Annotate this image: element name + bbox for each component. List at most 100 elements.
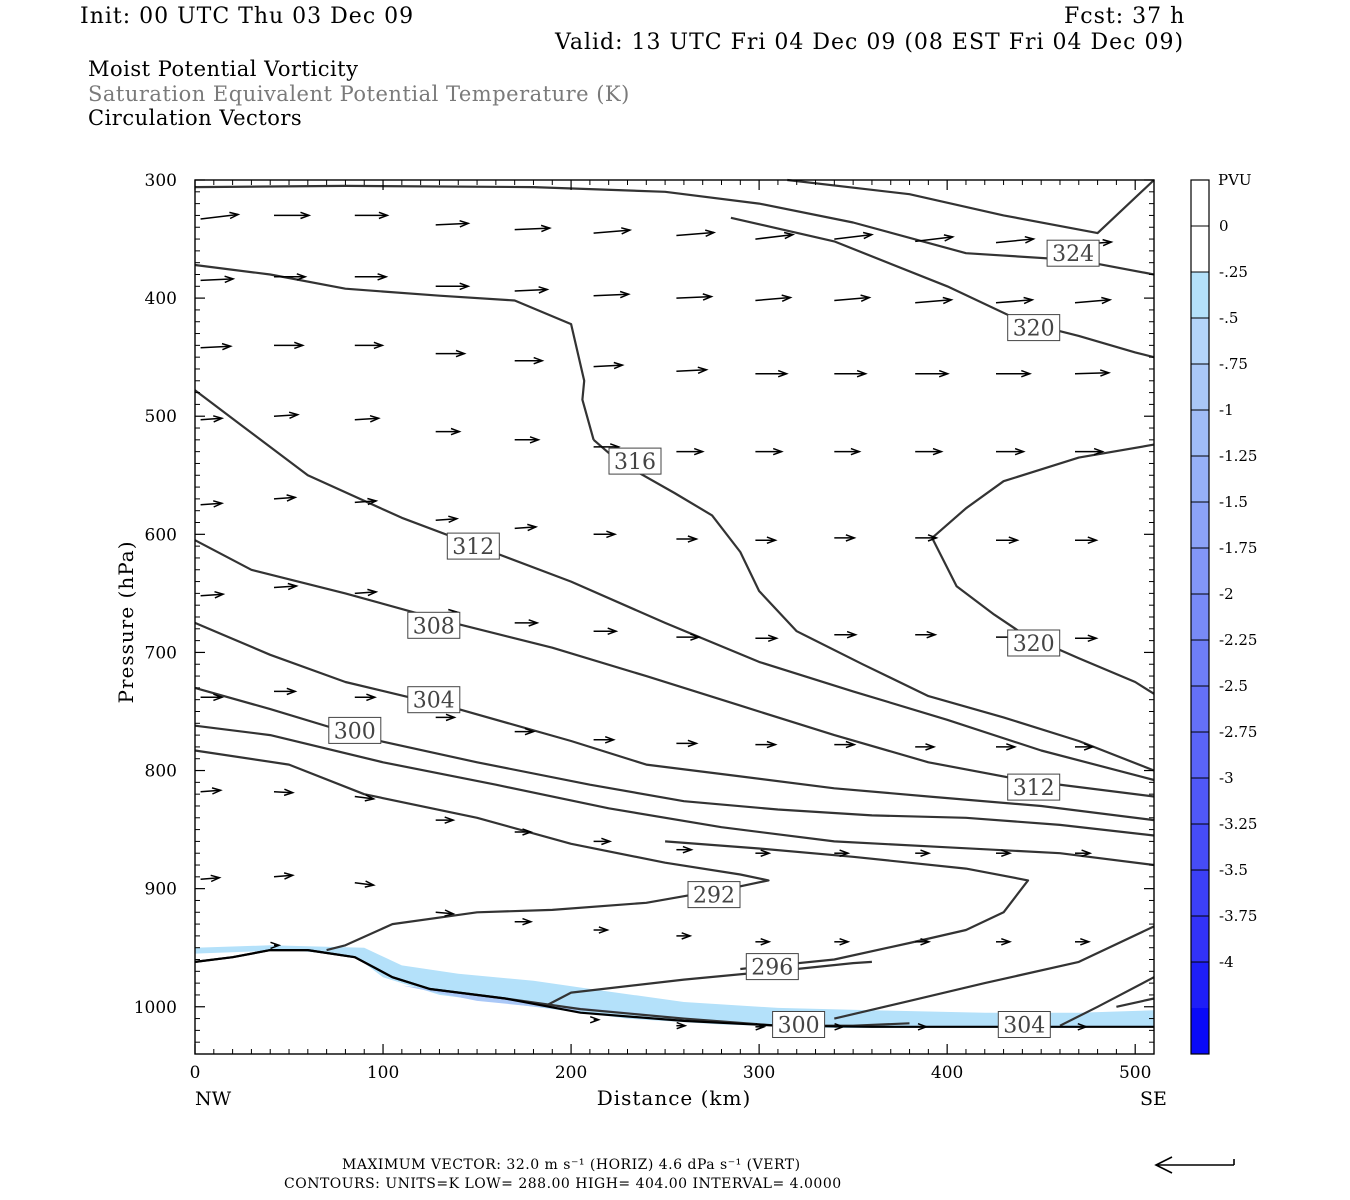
circulation-vector bbox=[755, 447, 784, 456]
contour-label: 312 bbox=[446, 532, 500, 560]
vector-head bbox=[1087, 536, 1099, 545]
vector-head bbox=[760, 849, 772, 858]
circulation-vector bbox=[435, 349, 467, 358]
vector-head bbox=[621, 227, 633, 235]
circulation-vector bbox=[435, 713, 457, 722]
circulation-vector bbox=[514, 917, 534, 926]
forecast-hour: Fcst: 37 h bbox=[1064, 4, 1186, 29]
valid-time: Valid: 13 UTC Fri 04 Dec 09 (08 EST Fri … bbox=[555, 30, 1185, 55]
right-end-label: SE bbox=[1140, 1088, 1167, 1110]
circulation-vector bbox=[514, 619, 540, 627]
circulation-vector bbox=[200, 874, 222, 883]
vector-head bbox=[283, 872, 295, 880]
vector-head bbox=[538, 286, 550, 294]
circulation-vector bbox=[915, 296, 954, 305]
vector-head bbox=[920, 937, 932, 946]
vector-head bbox=[377, 273, 389, 281]
vector-head bbox=[601, 837, 613, 846]
contour-info-note: CONTOURS: UNITS=K LOW= 288.00 HIGH= 404.… bbox=[284, 1176, 842, 1192]
contour-308-7 bbox=[194, 539, 1155, 798]
vector-head bbox=[613, 361, 625, 370]
vector-head bbox=[364, 880, 376, 888]
colorbar-label: -.25 bbox=[1219, 263, 1248, 281]
vector-head bbox=[619, 290, 631, 299]
colorbar-label: -.75 bbox=[1219, 355, 1248, 373]
vector-head bbox=[777, 369, 789, 378]
vector-head bbox=[1023, 296, 1035, 305]
circulation-vector bbox=[514, 436, 541, 444]
colorbar-swatch bbox=[1191, 962, 1209, 1009]
vector-shaft bbox=[514, 526, 536, 530]
contour-label: 308 bbox=[407, 611, 461, 639]
vector-head bbox=[522, 828, 534, 836]
colorbar-label: -2.5 bbox=[1219, 677, 1248, 695]
contour-label: 320 bbox=[1007, 314, 1061, 342]
vector-shaft bbox=[354, 417, 379, 421]
vector-head bbox=[767, 634, 779, 643]
contour-label: 320 bbox=[1007, 629, 1061, 657]
colorbar-label: -3 bbox=[1219, 769, 1234, 787]
vector-head bbox=[927, 534, 939, 542]
vector-head bbox=[856, 369, 868, 378]
contour-label-text: 320 bbox=[1013, 317, 1055, 342]
circulation-vector bbox=[1075, 849, 1093, 858]
circulation-vector bbox=[270, 941, 282, 950]
vector-head bbox=[444, 909, 456, 917]
colorbar: 0 -.25 -.5 -.75 -1 -1.25 -1.5 -1.75 -2 -2.25 -2.5 -… bbox=[1190, 179, 1257, 1055]
contour-label-box bbox=[328, 716, 382, 744]
circulation-vector bbox=[915, 369, 950, 378]
circulation-vector bbox=[435, 909, 456, 917]
vector-head bbox=[213, 693, 225, 702]
vector-head bbox=[369, 414, 381, 423]
vector-head bbox=[766, 536, 778, 545]
y-tick-label: 500 bbox=[145, 407, 177, 427]
vector-shaft bbox=[593, 229, 630, 234]
field-title-mpv: Moist Potential Vorticity bbox=[88, 57, 359, 81]
circulation-vector bbox=[593, 361, 625, 370]
circulation-vector bbox=[200, 275, 236, 284]
vector-head bbox=[760, 937, 772, 946]
circulation-vector bbox=[1074, 296, 1113, 305]
vector-shaft bbox=[200, 876, 220, 880]
colorbar-swatch bbox=[1191, 410, 1209, 457]
x-tick-label: 200 bbox=[555, 1063, 587, 1083]
vector-head bbox=[224, 275, 236, 284]
vector-head bbox=[1077, 1022, 1089, 1031]
circulation-vector bbox=[589, 1015, 601, 1024]
vector-shaft bbox=[755, 296, 791, 302]
circulation-vector bbox=[755, 536, 778, 545]
contour-label: 324 bbox=[1046, 239, 1100, 267]
circulation-vector bbox=[593, 227, 633, 235]
contour-label-box bbox=[1007, 629, 1061, 657]
circulation-vector bbox=[676, 845, 694, 854]
vector-shaft bbox=[834, 296, 870, 302]
circulation-vector bbox=[593, 837, 613, 846]
circulation-vector bbox=[593, 530, 618, 539]
contour-label-box bbox=[745, 953, 799, 981]
circulation-vector bbox=[1075, 937, 1091, 946]
vector-shaft bbox=[273, 413, 298, 417]
contour-label: 316 bbox=[608, 447, 662, 475]
vector-shaft bbox=[200, 593, 224, 597]
contour-300-9 bbox=[194, 686, 1155, 837]
vector-head bbox=[687, 535, 699, 543]
contour-label: 304 bbox=[997, 1011, 1051, 1039]
contour-label-box bbox=[1007, 773, 1061, 801]
vector-head bbox=[938, 369, 950, 378]
vector-head bbox=[1093, 447, 1105, 456]
vector-head bbox=[367, 497, 379, 506]
contour-label: 312 bbox=[1007, 773, 1061, 801]
contour-300-14 bbox=[547, 960, 872, 1006]
contour-label-text: 304 bbox=[413, 689, 455, 714]
circulation-vector bbox=[200, 342, 233, 351]
circulation-vector bbox=[995, 296, 1035, 305]
vector-shaft bbox=[200, 417, 222, 421]
contour-312-6 bbox=[194, 389, 1155, 782]
vector-head bbox=[920, 849, 932, 858]
contour-label-text: 292 bbox=[693, 884, 735, 909]
vector-head bbox=[367, 588, 379, 597]
circulation-vector bbox=[354, 588, 379, 597]
vector-head bbox=[1001, 937, 1012, 946]
circulation-vector bbox=[834, 231, 874, 240]
vector-head bbox=[528, 619, 540, 627]
